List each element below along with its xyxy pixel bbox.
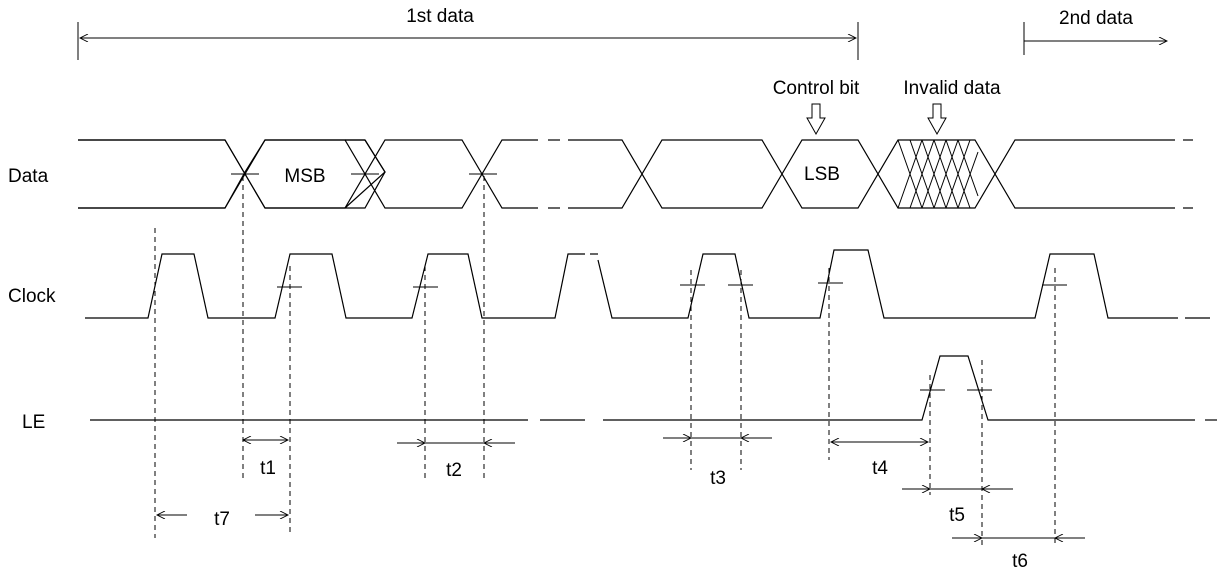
second-data-span bbox=[1023, 22, 1167, 55]
le-waveform bbox=[90, 355, 1217, 421]
t7-label: t7 bbox=[214, 509, 230, 530]
data-signal-label: Data bbox=[8, 166, 49, 187]
t1-label: t1 bbox=[260, 458, 276, 479]
reference-lines bbox=[154, 176, 1056, 545]
clock-signal-label: Clock bbox=[8, 286, 56, 307]
t4-label: t4 bbox=[872, 458, 888, 479]
invalid-data-arrow bbox=[927, 103, 947, 136]
clock-waveform bbox=[85, 249, 1210, 319]
first-data-span bbox=[77, 22, 859, 60]
control-bit-arrow bbox=[806, 103, 826, 136]
t5-label: t5 bbox=[949, 505, 965, 526]
control-bit-label: Control bit bbox=[773, 78, 860, 99]
second-data-label: 2nd data bbox=[1059, 8, 1133, 29]
t3-label: t3 bbox=[710, 468, 726, 489]
t6-label: t6 bbox=[1012, 551, 1028, 571]
invalid-data-label: Invalid data bbox=[903, 78, 1001, 99]
first-data-label: 1st data bbox=[406, 6, 474, 27]
lsb-label: LSB bbox=[804, 164, 840, 185]
msb-label: MSB bbox=[284, 166, 325, 187]
le-signal-label: LE bbox=[22, 412, 45, 433]
t2-label: t2 bbox=[446, 460, 462, 481]
data-waveform bbox=[78, 139, 1193, 209]
